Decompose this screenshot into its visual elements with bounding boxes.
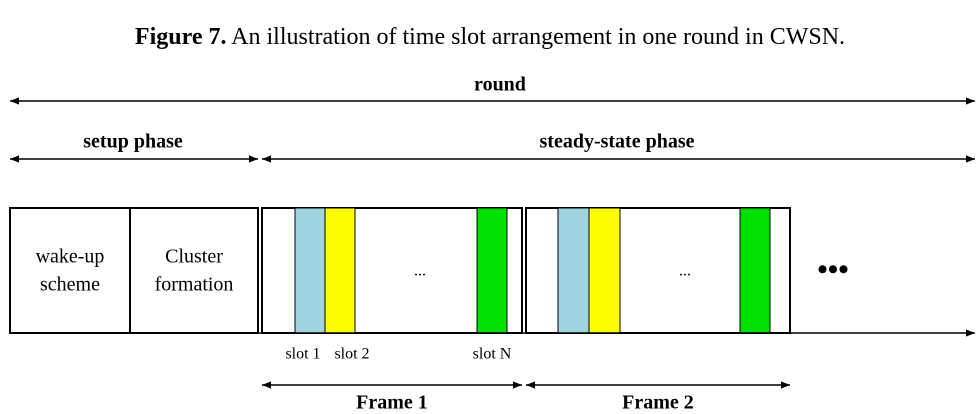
slot-label: slot N (473, 346, 512, 363)
slot-label: slot 1 (285, 346, 320, 363)
slot (739, 207, 771, 334)
caption-label: Figure 7. (135, 24, 227, 50)
slot (294, 207, 326, 334)
wakeup-line: wake-up (36, 246, 105, 268)
caption: Figure 7. An illustration of time slot a… (135, 24, 845, 50)
setup-label: setup phase (83, 131, 183, 153)
frame-label: Frame 2 (622, 392, 694, 414)
ellipsis: ... (414, 263, 426, 280)
cluster-line: formation (155, 274, 234, 296)
cluster-block (129, 207, 259, 334)
slot-label: slot 2 (334, 346, 369, 363)
slot (324, 207, 356, 334)
wakeup-line: scheme (40, 274, 100, 296)
frame-label: Frame 1 (356, 392, 428, 414)
slot (476, 207, 508, 334)
steady-label: steady-state phase (540, 131, 695, 153)
caption-text: An illustration of time slot arrangement… (231, 24, 845, 50)
ellipsis: ... (679, 263, 691, 280)
wakeup-block (9, 207, 131, 334)
cluster-line: Cluster (165, 246, 223, 268)
slot (557, 207, 590, 334)
slot (588, 207, 621, 334)
more-dots: ••• (817, 253, 849, 286)
round-label: round (474, 74, 526, 96)
